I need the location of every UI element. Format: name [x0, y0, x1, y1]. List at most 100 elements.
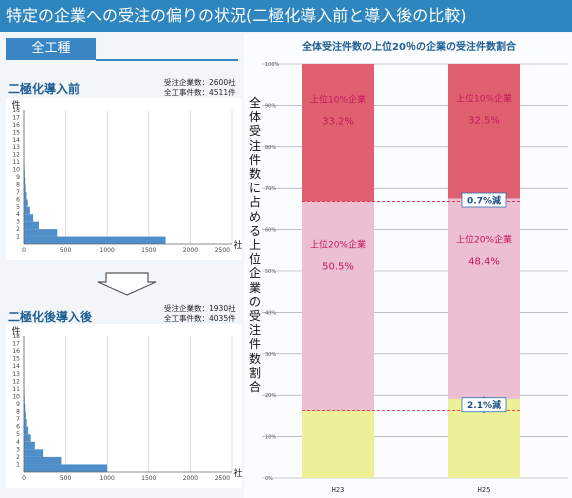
y-tick-label: 9: [16, 401, 20, 408]
y-tick-label: 10: [12, 393, 20, 400]
y-tick-label: 17: [12, 341, 20, 348]
y-tick-label: 0%: [265, 476, 273, 482]
x-tick-label: 0: [22, 475, 26, 482]
data-label: 48.4%: [468, 257, 500, 268]
after-bar: [24, 404, 26, 412]
y-tick-label: 7: [16, 189, 20, 196]
y-tick-label: 2: [16, 454, 20, 461]
share-chart-ylabel: 全体受注件数に占める上位企業の受注件数割合: [248, 96, 261, 395]
x-tick-label: 2500: [215, 475, 230, 482]
series-name-label: 上位10%企業: [456, 93, 512, 105]
y-tick-label: 9: [16, 174, 20, 181]
y-tick-label: 6: [16, 196, 20, 203]
after-bar: [24, 449, 44, 457]
after-meta: 受注企業数：1930社 全工事件数：4035件: [164, 304, 236, 324]
tag-underline: [96, 59, 238, 61]
stack-segment: [448, 64, 520, 199]
before-bar: [24, 184, 26, 192]
after-bar: [24, 434, 31, 442]
x-tick-label: 2000: [183, 475, 198, 482]
y-unit-label: 件: [11, 99, 20, 111]
y-tick-label: 11: [12, 386, 20, 393]
data-label: 50.5%: [322, 261, 354, 272]
y-tick-label: 12: [12, 378, 20, 385]
y-tick-label: 15: [12, 356, 20, 363]
y-tick-label: 18: [12, 333, 20, 340]
after-meta-companies: 受注企業数：1930社: [164, 304, 236, 313]
before-bar: [24, 177, 26, 185]
y-tick-label: 90%: [265, 103, 276, 109]
after-heading: 二極化後導入後: [8, 310, 93, 324]
after-meta-works: 全工事件数：4035件: [164, 314, 236, 323]
category-label: H23: [332, 486, 345, 494]
before-histogram-svg: 0 500 1000 1500 2000123456789101112131415161…: [11, 99, 242, 254]
x-tick-label: 1500: [141, 247, 156, 254]
y-tick-label: 18: [12, 107, 20, 114]
y-tick-label: 30%: [265, 352, 276, 358]
share-chart-title: 全体受注件数の上位20％の企業の受注件数割合: [302, 42, 516, 53]
y-tick-label: 11: [12, 159, 20, 166]
y-tick-label: 13: [12, 371, 20, 378]
series-name-label: 上位10%企業: [310, 93, 366, 105]
y-tick-label: 16: [12, 122, 20, 129]
y-tick-label: 5: [16, 431, 20, 438]
y-tick-label: 1: [16, 461, 20, 468]
y-tick-label: 17: [12, 114, 20, 121]
y-unit-label: 件: [11, 325, 20, 337]
after-bar: [24, 419, 27, 427]
after-histogram: 0 500 1000 1500 2000 1 2 3 4 5 6 7 8 9 10 11 12 13 14 15 16 1…: [6, 324, 243, 488]
y-tick-label: 20%: [265, 393, 276, 399]
before-bar: [24, 229, 58, 237]
share-stacked-chart: 0% 10% 20% 30% 40% 50% 60% 70% 80% 90% 100% 上位10%企業…: [262, 62, 568, 494]
series-name-label: 上位20%企業: [456, 234, 512, 246]
y-tick-label: 10%: [265, 435, 276, 441]
after-bar: [24, 464, 108, 472]
y-tick-label: 8: [16, 409, 20, 416]
y-tick-label: 60%: [265, 228, 276, 234]
reduction-callout: 2.1%減: [461, 396, 507, 414]
x-tick-label: 500: [60, 475, 72, 482]
after-bar: [24, 396, 25, 404]
before-bar: [24, 206, 30, 215]
before-histogram: 0 500 1000 1500 2000 1 2 3 4 5 6 7 8 9 10 11 12 13 14 15 16 1…: [6, 98, 243, 260]
after-histogram-svg: 0 500 1000 1500 2000123456789101112131415161…: [11, 325, 242, 482]
y-tick-label: 13: [12, 144, 20, 151]
x-tick-label: 2000: [183, 247, 198, 254]
stack-segment: [448, 198, 520, 399]
down-arrow-icon: [97, 272, 157, 296]
stack-segment: [302, 64, 374, 202]
y-tick-label: 50%: [265, 269, 276, 275]
y-tick-label: 4: [16, 439, 20, 446]
data-label: 33.2%: [322, 116, 354, 127]
y-tick-label: 3: [16, 219, 20, 226]
y-tick-label: 14: [12, 137, 20, 144]
x-tick-label: 1000: [100, 475, 115, 482]
after-bar: [24, 411, 26, 420]
y-tick-label: 1: [16, 234, 20, 241]
stack-segment: [302, 201, 374, 411]
page-title: 特定の企業への受注の偏りの状況(二極化導入前と導入後の比較): [0, 0, 572, 32]
before-meta-works: 全工事件数：4511件: [164, 88, 236, 97]
after-bar: [24, 426, 29, 435]
before-bar: [24, 236, 166, 244]
y-tick-label: 12: [12, 152, 20, 159]
y-tick-label: 7: [16, 416, 20, 423]
x-unit-label: 社: [233, 467, 242, 479]
after-bar: [24, 456, 62, 465]
before-bar: [24, 199, 28, 207]
y-tick-label: 16: [12, 348, 20, 355]
y-tick-label: 3: [16, 446, 20, 453]
y-tick-label: 15: [12, 129, 20, 136]
y-tick-label: 8: [16, 181, 20, 188]
y-tick-label: 10: [12, 167, 20, 174]
before-bar: [24, 214, 34, 222]
data-label: 32.5%: [468, 116, 500, 127]
y-tick-label: 70%: [265, 186, 276, 192]
y-tick-label: 14: [12, 363, 20, 370]
y-tick-label: 80%: [265, 145, 276, 151]
category-label: H25: [478, 486, 491, 494]
x-tick-label: 1500: [141, 475, 156, 482]
y-tick-label: 5: [16, 204, 20, 211]
series-name-label: 上位20%企業: [310, 238, 366, 250]
before-heading: 二極化導入前: [8, 82, 81, 96]
